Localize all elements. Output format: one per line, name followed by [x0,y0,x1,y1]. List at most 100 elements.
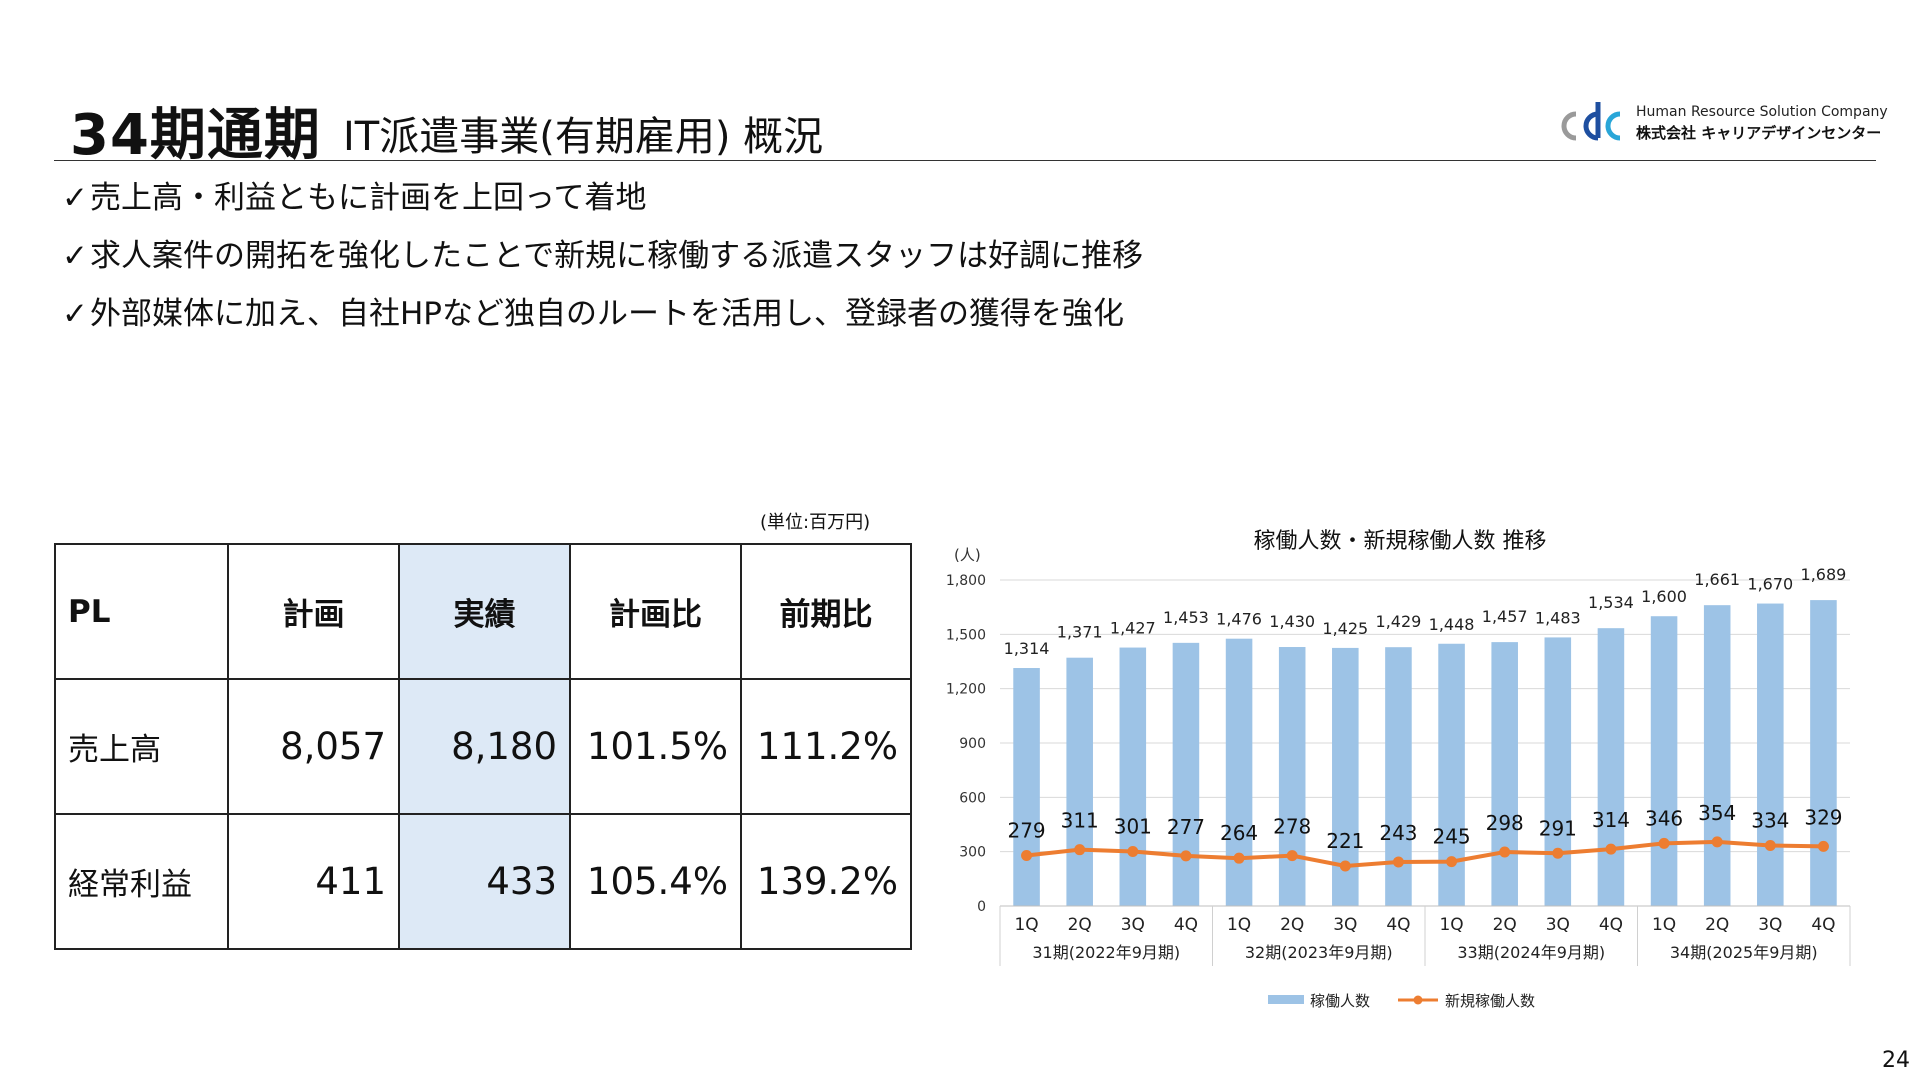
bar-data-label: 1,534 [1588,593,1634,612]
line-point [1605,843,1617,855]
bar-active-staff [1757,603,1784,906]
header-pl: PL [54,543,229,680]
cell-vs-plan: 101.5% [569,678,742,815]
legend-bar-swatch [1268,995,1304,1004]
line-data-label: 278 [1273,815,1311,839]
row-label: 売上高 [54,678,229,815]
line-data-label: 301 [1114,814,1152,838]
bar-active-staff [1225,638,1253,906]
x-group-label: 31期(2022年9月期) [1032,943,1180,962]
bar-active-staff [1810,600,1837,906]
bar-data-label: 1,453 [1163,608,1209,627]
bar-data-label: 1,600 [1641,587,1687,606]
bar-active-staff [1597,628,1625,906]
x-tick-label: 2Q [1280,915,1304,935]
bar-active-staff [1119,647,1147,906]
y-tick-label: 900 [959,736,986,752]
line-data-label: 277 [1167,815,1205,839]
header-vs-plan: 計画比 [569,543,742,680]
line-point [1233,852,1245,864]
line-data-label: 298 [1486,811,1524,835]
cell-actual: 433 [398,813,571,950]
check-icon: ✓ [62,238,88,274]
cell-vs-prev: 139.2% [740,813,912,950]
line-data-label: 354 [1698,801,1736,825]
x-tick-label: 3Q [1758,915,1782,935]
bar-data-label: 1,314 [1004,639,1050,658]
line-point [1021,849,1033,861]
bar-active-staff [1544,637,1572,906]
line-data-label: 291 [1539,816,1577,840]
line-point [1817,840,1829,852]
bullet-item: ✓求人案件の開拓を強化したことで新規に稼働する派遣スタッフは好調に推移 [62,230,1143,288]
logo-company-name: 株式会社 キャリアデザインセンター [1636,124,1882,142]
check-icon: ✓ [62,180,88,216]
bar-data-label: 1,425 [1322,619,1368,638]
line-point [1711,836,1723,848]
bar-data-label: 1,670 [1747,575,1793,594]
pl-table: PL 計画 実績 計画比 前期比 売上高 8,057 8,180 101.5% … [54,543,912,950]
bar-active-staff [1172,642,1200,906]
page-number: 24 [1882,1048,1910,1073]
line-point [1286,850,1298,862]
table-unit-label: (単位:百万円) [760,512,871,533]
y-tick-label: 0 [977,899,986,915]
line-data-label: 243 [1379,821,1417,845]
check-icon: ✓ [62,296,88,332]
line-data-label: 329 [1804,805,1842,829]
y-tick-label: 1,800 [946,573,986,589]
y-tick-label: 300 [959,845,986,861]
x-tick-label: 3Q [1121,915,1145,935]
y-tick-label: 1,200 [946,682,986,698]
bullet-item: ✓売上高・利益ともに計画を上回って着地 [62,172,1143,230]
x-tick-label: 2Q [1068,915,1092,935]
cell-vs-prev: 111.2% [740,678,912,815]
x-group-label: 34期(2025年9月期) [1670,943,1818,962]
bar-active-staff [1491,642,1518,906]
table-row: 経常利益 411 433 105.4% 139.2% [54,813,912,950]
chart-title: 稼働人数・新規稼働人数 推移 [1254,529,1547,554]
bar-data-label: 1,429 [1376,612,1422,631]
table-header-row: PL 計画 実績 計画比 前期比 [54,543,912,680]
bar-data-label: 1,371 [1057,623,1103,642]
header-actual: 実績 [398,543,571,680]
line-point [1446,856,1458,868]
bullet-text: 求人案件の開拓を強化したことで新規に稼働する派遣スタッフは好調に推移 [90,238,1144,274]
header-plan: 計画 [227,543,400,680]
line-data-label: 311 [1061,809,1099,833]
bullet-text: 外部媒体に加え、自社HPなど独自のルートを活用し、登録者の獲得を強化 [90,296,1125,332]
x-tick-label: 3Q [1546,915,1570,935]
line-point [1180,850,1192,862]
table-row: 売上高 8,057 8,180 101.5% 111.2% [54,678,912,815]
line-data-label: 346 [1645,806,1683,830]
x-tick-label: 4Q [1386,915,1410,935]
logo-tagline: Human Resource Solution Company [1636,104,1888,120]
company-logo: Human Resource Solution Company 株式会社 キャリ… [1556,98,1888,150]
header-vs-prev: 前期比 [740,543,912,680]
line-point [1499,846,1511,858]
legend-line-marker [1413,995,1423,1005]
line-point [1764,840,1776,852]
bar-data-label: 1,430 [1269,612,1315,631]
cdc-logo-icon [1561,102,1621,141]
bar-active-staff [1066,657,1093,906]
line-data-label: 221 [1326,829,1364,853]
cell-plan: 411 [227,813,400,950]
line-point [1392,856,1404,868]
x-tick-label: 2Q [1493,915,1517,935]
bar-active-staff [1650,616,1678,906]
line-point [1552,847,1564,859]
bar-data-label: 1,483 [1535,608,1581,627]
legend-line-label: 新規稼働人数 [1445,992,1535,1008]
line-point [1339,860,1351,872]
x-group-label: 32期(2023年9月期) [1245,943,1393,962]
x-group-label: 33期(2024年9月期) [1457,943,1605,962]
legend-bar-label: 稼働人数 [1310,992,1370,1008]
bar-data-label: 1,476 [1216,610,1262,629]
y-tick-label: 600 [959,790,986,806]
x-tick-label: 3Q [1333,915,1357,935]
cell-actual: 8,180 [398,678,571,815]
line-data-label: 314 [1592,808,1630,832]
bar-data-label: 1,427 [1110,619,1156,638]
x-tick-label: 4Q [1599,915,1623,935]
